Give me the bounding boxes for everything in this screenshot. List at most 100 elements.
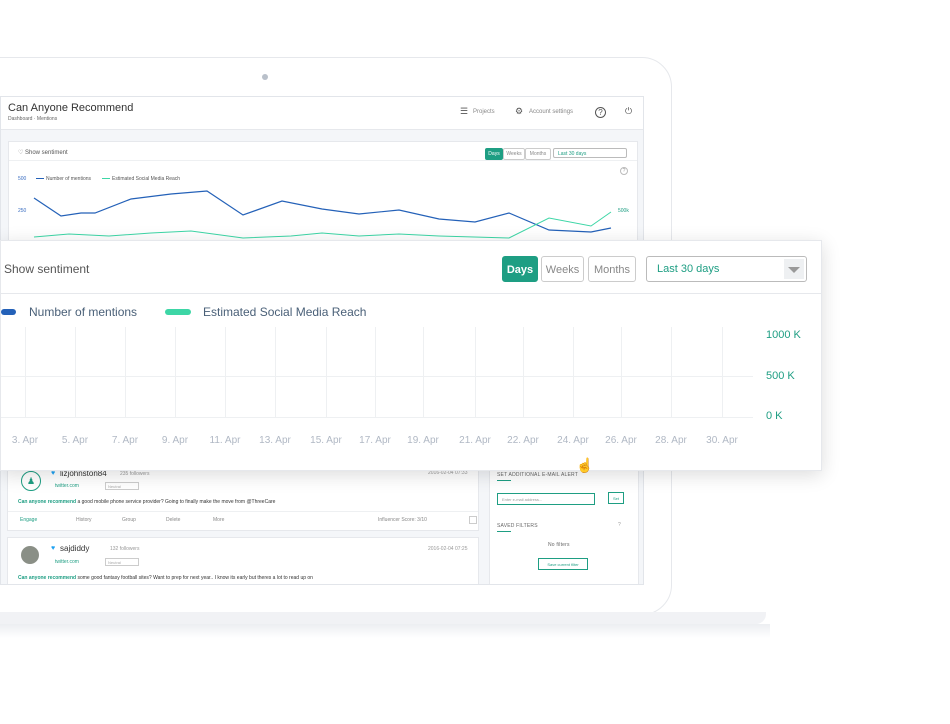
legend-reach-swatch [165, 309, 191, 315]
mention-card[interactable]: ♟ ♥ lizjohnston84 235 followers twitter.… [7, 464, 479, 531]
x-tick-label: 11. Apr [209, 435, 241, 446]
email-alert-title: SET ADDITIONAL E-MAIL ALERT [497, 472, 578, 478]
mention-body: a good mobile phone service provider? Go… [76, 499, 276, 505]
sentiment-select[interactable]: Neutral [105, 482, 139, 490]
x-tick-label: 21. Apr [459, 435, 491, 446]
chart-gridline [475, 327, 476, 417]
email-input[interactable]: Enter e-mail address... [497, 493, 595, 505]
date-range-select[interactable]: Last 30 days [646, 256, 807, 282]
laptop-base [0, 612, 766, 624]
chart-gridline [1, 417, 753, 418]
mention-followers: 235 followers [120, 471, 150, 477]
power-icon[interactable]: ⏻ [625, 106, 633, 116]
mention-body: some good fantasy football sites? Want t… [76, 575, 313, 581]
months-button[interactable]: Months [588, 256, 636, 282]
x-tick-label: 5. Apr [61, 435, 89, 446]
mention-divider [8, 511, 478, 512]
mention-text: Can anyone recommend some good fantasy f… [18, 575, 468, 581]
weeks-button[interactable]: Weeks [541, 256, 584, 282]
email-alert-underline [497, 480, 511, 481]
avatar[interactable] [21, 546, 39, 564]
chart-gridline [375, 327, 376, 417]
chart-gridline [621, 327, 622, 417]
legend-mentions-swatch [1, 309, 16, 315]
page-title: Can Anyone Recommend [8, 102, 134, 114]
mini-y-label-right: 500k [618, 208, 629, 214]
mention-username[interactable]: lizjohnston84 [60, 469, 107, 478]
x-tick-label: 28. Apr [655, 435, 687, 446]
zoom-chart-card: Show sentiment Days Weeks Months Last 30… [0, 240, 822, 471]
x-tick-label: 22. Apr [507, 435, 539, 446]
mini-legend-reach-swatch [102, 178, 110, 179]
sentiment-select[interactable]: Neutral [105, 558, 139, 566]
y-tick-label: 1000 K [766, 329, 801, 341]
mention-followers: 132 followers [110, 546, 140, 552]
help-icon[interactable]: ? [618, 522, 621, 528]
gear-icon[interactable]: ⚙ [515, 106, 524, 116]
save-filter-button[interactable]: Save current filter [538, 558, 588, 570]
card-divider [1, 293, 821, 294]
help-icon[interactable]: ? [595, 107, 606, 118]
chart-gridline [275, 327, 276, 417]
mention-source-link[interactable]: twitter.com [55, 483, 79, 489]
twitter-icon: ♥ [51, 545, 56, 552]
legend-reach[interactable]: Estimated Social Media Reach [203, 305, 367, 319]
mention-text: Can anyone recommend a good mobile phone… [18, 499, 468, 505]
sentiment-toggle[interactable]: Show sentiment [4, 262, 90, 276]
mini-sentiment-label[interactable]: Show sentiment [25, 150, 68, 156]
nav-projects[interactable]: Projects [473, 109, 495, 115]
mention-highlight: Can anyone recommend [18, 575, 77, 581]
mention-card[interactable]: ♥ sajdiddy 132 followers twitter.com Neu… [7, 537, 479, 584]
chart-gridline [523, 327, 524, 417]
mention-highlight: Can anyone recommend [18, 499, 77, 505]
mention-checkbox[interactable] [469, 516, 477, 524]
x-tick-label: 26. Apr [605, 435, 637, 446]
date-range-value: Last 30 days [657, 263, 720, 275]
x-tick-label: 9. Apr [161, 435, 189, 446]
set-alert-button[interactable]: Set [608, 492, 624, 504]
x-tick-label: 24. Apr [557, 435, 589, 446]
mini-legend-mentions[interactable]: Number of mentions [46, 176, 92, 182]
chart-gridline [175, 327, 176, 417]
more-button[interactable]: More [213, 517, 225, 523]
no-filters-text: No filters [548, 542, 570, 548]
chevron-down-icon[interactable] [784, 259, 804, 279]
mini-chart-plot [33, 190, 612, 239]
engage-button[interactable]: Engage [20, 517, 38, 523]
breadcrumb[interactable]: Dashboard · Mentions [8, 116, 58, 122]
nav-account-settings[interactable]: Account settings [529, 109, 574, 115]
avatar[interactable]: ♟ [21, 471, 41, 491]
mini-months-button[interactable]: Months [525, 148, 551, 160]
mini-info-icon[interactable]: ? [620, 167, 628, 175]
group-button[interactable]: Group [122, 517, 136, 523]
x-tick-label: 15. Apr [310, 435, 342, 446]
legend-mentions[interactable]: Number of mentions [29, 305, 138, 319]
mini-reach-line [33, 211, 612, 239]
x-tick-label: 30. Apr [706, 435, 738, 446]
saved-filters-title: SAVED FILTERS [497, 523, 538, 529]
chart-gridline [75, 327, 76, 417]
mini-range-select[interactable]: Last 30 days [553, 148, 627, 158]
menu-icon[interactable]: ☰ [460, 106, 469, 116]
chart-gridline [326, 327, 327, 417]
x-tick-label: 17. Apr [359, 435, 391, 446]
laptop-shadow [0, 624, 770, 638]
app-header: Can Anyone Recommend Dashboard · Mention… [1, 97, 643, 130]
mini-days-button[interactable]: Days [485, 148, 503, 160]
mini-mentions-line [33, 190, 612, 233]
days-button[interactable]: Days [502, 256, 538, 282]
mention-username[interactable]: sajdiddy [60, 544, 90, 553]
mini-legend-reach[interactable]: Estimated Social Media Reach [112, 176, 181, 182]
history-button[interactable]: History [76, 517, 92, 523]
mini-y-label: 500 [18, 176, 27, 182]
mention-source-link[interactable]: twitter.com [55, 559, 79, 565]
y-tick-label: 500 K [766, 370, 795, 382]
chart-gridline [573, 327, 574, 417]
y-tick-label: 0 K [766, 410, 783, 422]
mini-weeks-button[interactable]: Weeks [503, 148, 525, 160]
chart-gridline [1, 376, 753, 377]
x-tick-label: 19. Apr [407, 435, 439, 446]
x-tick-label: 7. Apr [111, 435, 139, 446]
influencer-score: Influencer Score: 3/10 [378, 517, 427, 523]
delete-button[interactable]: Delete [166, 517, 181, 523]
